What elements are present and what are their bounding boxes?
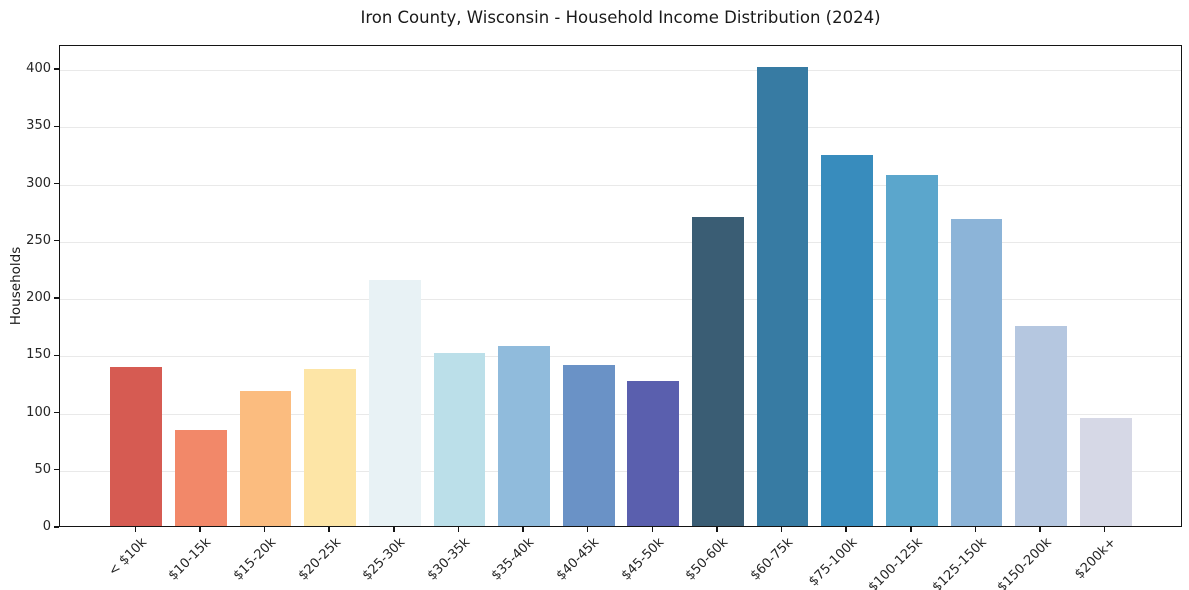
x-tick-mark — [780, 527, 783, 532]
y-tick-label: 150 — [26, 347, 51, 363]
x-tick-mark — [134, 527, 136, 532]
y-tick-label: 0 — [42, 519, 51, 534]
y-tick-mark — [54, 68, 59, 70]
bar — [562, 364, 615, 526]
gridline — [60, 241, 1181, 243]
x-tick-label: $10-15k — [166, 535, 215, 584]
bar — [304, 369, 357, 526]
x-tick-label: $200k+ — [1072, 535, 1120, 583]
x-tick-label: $75-100k — [806, 535, 861, 590]
gridline — [60, 299, 1181, 301]
x-tick-label: $100-125k — [865, 535, 926, 590]
x-tick-mark — [586, 527, 589, 532]
bar — [950, 219, 1003, 526]
x-tick-label: $25-30k — [359, 535, 409, 584]
y-tick-label: 350 — [26, 118, 51, 134]
y-tick-mark — [54, 182, 59, 185]
plot-area — [59, 45, 1182, 527]
gridline — [60, 413, 1181, 415]
y-tick-label: 200 — [26, 290, 51, 306]
bar — [627, 380, 680, 526]
gridline — [60, 470, 1181, 472]
bar — [110, 366, 163, 526]
chart-title: Iron County, Wisconsin - Household Incom… — [360, 8, 881, 27]
x-tick-mark — [716, 527, 718, 532]
x-tick-label: $15-20k — [230, 535, 280, 584]
y-tick-mark — [54, 240, 59, 242]
gridline — [60, 127, 1181, 129]
gridline — [60, 184, 1181, 186]
y-tick-mark — [54, 354, 59, 356]
gridline — [60, 70, 1181, 72]
x-tick-label: $150-200k — [994, 535, 1055, 590]
x-tick-mark — [1039, 527, 1041, 532]
bar — [498, 346, 550, 526]
bar — [1079, 418, 1132, 526]
x-tick-mark — [1103, 527, 1106, 532]
bar — [756, 66, 809, 526]
x-tick-label: $60-75k — [747, 535, 797, 584]
x-tick-label: $20-25k — [295, 535, 344, 584]
y-tick-mark — [54, 411, 59, 414]
x-tick-mark — [845, 527, 847, 532]
x-tick-mark — [457, 527, 460, 532]
bar — [1015, 325, 1067, 526]
x-tick-label: $30-35k — [424, 535, 474, 584]
x-tick-mark — [199, 527, 201, 532]
bar — [692, 216, 744, 526]
x-tick-label: $50-60k — [683, 535, 732, 584]
bar — [175, 429, 227, 526]
y-tick-mark — [54, 469, 59, 471]
bar — [885, 174, 938, 526]
x-tick-label: < $10k — [105, 535, 150, 580]
bar — [368, 279, 421, 526]
bar — [239, 390, 292, 526]
bar — [821, 155, 874, 526]
y-tick-label: 400 — [26, 61, 51, 77]
y-tick-mark — [54, 526, 59, 528]
y-tick-mark — [54, 297, 59, 299]
x-tick-label: $35-40k — [489, 535, 538, 584]
y-tick-label: 100 — [26, 404, 51, 420]
y-tick-label: 300 — [26, 175, 51, 191]
x-tick-mark — [328, 527, 330, 532]
x-tick-label: $45-50k — [618, 535, 667, 584]
x-tick-mark — [974, 527, 977, 532]
x-tick-mark — [651, 527, 653, 532]
x-tick-mark — [522, 527, 524, 532]
x-tick-mark — [910, 527, 912, 532]
x-tick-mark — [393, 527, 395, 532]
y-tick-mark — [54, 125, 59, 127]
gridline — [60, 356, 1181, 358]
y-tick-label: 50 — [34, 461, 51, 477]
x-tick-label: $125-150k — [929, 535, 991, 590]
bar — [433, 353, 486, 526]
x-tick-mark — [263, 527, 266, 532]
y-tick-label: 250 — [26, 232, 51, 248]
y-axis-label: Households — [8, 246, 24, 326]
x-tick-label: $40-45k — [553, 535, 603, 584]
